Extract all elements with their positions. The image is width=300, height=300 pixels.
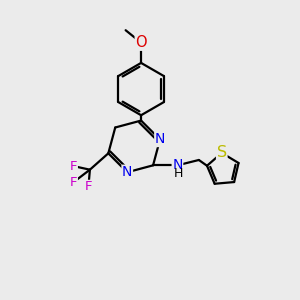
Text: N: N [122,165,132,179]
Text: F: F [85,180,92,194]
Text: O: O [135,35,147,50]
Text: S: S [217,146,227,160]
Text: N: N [172,158,183,172]
Text: F: F [70,160,77,172]
Text: F: F [70,176,77,189]
Text: H: H [174,167,184,180]
Text: N: N [155,133,165,146]
